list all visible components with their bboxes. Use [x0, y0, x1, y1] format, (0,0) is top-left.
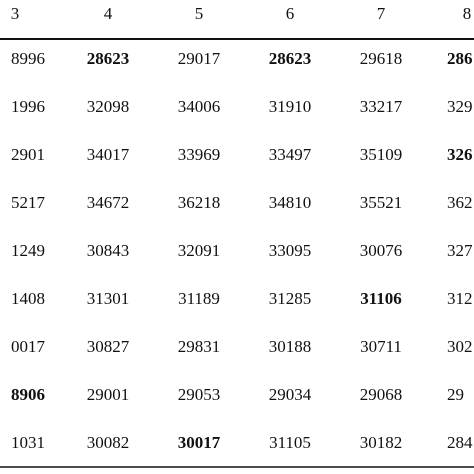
cell: 30076	[360, 241, 403, 260]
cell: 8906	[11, 385, 45, 404]
cell: 30843	[87, 241, 130, 260]
cell: 286	[447, 49, 473, 68]
cell: 312	[447, 289, 473, 308]
header-cell: 3	[11, 4, 20, 23]
cell: 32091	[178, 241, 221, 260]
header-cell: 5	[195, 4, 204, 23]
cell: 31189	[178, 289, 220, 308]
cell: 0017	[11, 337, 46, 356]
header-cell: 6	[286, 4, 295, 23]
cell: 329	[447, 97, 473, 116]
cell: 284	[447, 433, 473, 452]
cell: 35109	[360, 145, 403, 164]
cell: 33969	[178, 145, 221, 164]
cell: 29068	[360, 385, 403, 404]
cell: 28623	[87, 49, 130, 68]
cell: 29001	[87, 385, 130, 404]
cell: 29831	[178, 337, 221, 356]
cell: 31285	[269, 289, 312, 308]
cell: 302	[447, 337, 473, 356]
cell: 30711	[360, 337, 402, 356]
cell: 30188	[269, 337, 312, 356]
cell: 34672	[87, 193, 130, 212]
cell: 33217	[360, 97, 403, 116]
cell: 29	[447, 385, 464, 404]
cell: 35521	[360, 193, 403, 212]
header-cell: 8	[463, 4, 472, 23]
header-cell: 7	[377, 4, 386, 23]
cell: 33497	[269, 145, 312, 164]
cell: 36218	[178, 193, 221, 212]
cell: 1996	[11, 97, 45, 116]
cell: 29017	[178, 49, 221, 68]
cell: 31301	[87, 289, 130, 308]
cell: 31105	[269, 433, 311, 452]
cell: 29618	[360, 49, 403, 68]
cell: 31106	[360, 289, 402, 308]
cell: 5217	[11, 193, 46, 212]
cell: 326	[447, 145, 473, 164]
cell: 362	[447, 193, 473, 212]
cell: 2901	[11, 145, 45, 164]
cell: 29034	[269, 385, 312, 404]
cell: 327	[447, 241, 473, 260]
cell: 1408	[11, 289, 45, 308]
cell: 33095	[269, 241, 312, 260]
cell: 34006	[178, 97, 221, 116]
cell: 29053	[178, 385, 221, 404]
cell: 1031	[11, 433, 45, 452]
cell: 1249	[11, 241, 45, 260]
cell: 31910	[269, 97, 312, 116]
cell: 30017	[178, 433, 221, 452]
cell: 30182	[360, 433, 403, 452]
cell: 34017	[87, 145, 130, 164]
cell: 32098	[87, 97, 130, 116]
cell: 8996	[11, 49, 45, 68]
cell: 30827	[87, 337, 130, 356]
cell: 30082	[87, 433, 130, 452]
cell: 28623	[269, 49, 312, 68]
header-cell: 4	[104, 4, 113, 23]
cell: 34810	[269, 193, 312, 212]
